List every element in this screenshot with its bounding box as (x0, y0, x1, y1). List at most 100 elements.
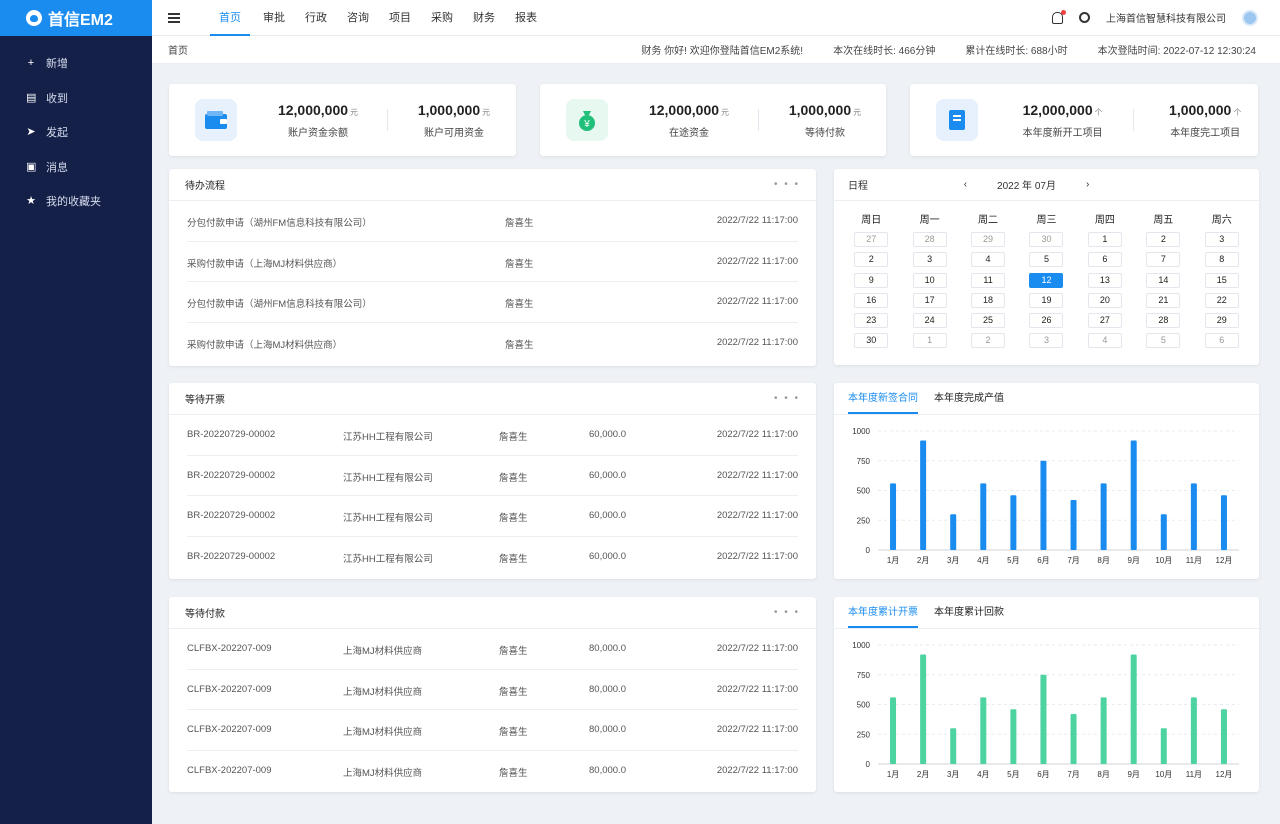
table-row[interactable]: BR-20220729-00002 江苏HH工程有限公司 詹喜生 60,000.0 20… (187, 415, 798, 456)
table-row[interactable]: 采购付款申请（上海MJ材料供应商） 詹喜生 2022/7/22 11:17:00 (187, 323, 798, 364)
calendar-day[interactable]: 2 (971, 333, 1006, 349)
calendar-day[interactable]: 29 (1204, 313, 1239, 329)
prev-month-icon[interactable]: ‹ (963, 179, 968, 190)
app-logo[interactable]: 首信EM2 (0, 0, 152, 36)
calendar-day[interactable]: 27 (854, 232, 889, 247)
calendar-day[interactable]: 30 (1029, 232, 1064, 247)
calendar-day[interactable]: 4 (1087, 333, 1122, 349)
nav-purchase[interactable]: 采购 (431, 11, 453, 24)
calendar-day[interactable]: 23 (854, 313, 889, 329)
nav-report[interactable]: 报表 (515, 11, 537, 24)
table-row[interactable]: 采购付款申请（上海MJ材料供应商） 詹喜生 2022/7/22 11:17:00 (187, 242, 798, 282)
todo-name: 分包付款申请（湖州FM信息科技有限公司） (187, 299, 372, 310)
more-icon[interactable]: • • • (773, 179, 800, 190)
calendar-day[interactable]: 30 (854, 333, 889, 349)
calendar-day[interactable]: 25 (971, 313, 1006, 329)
y-tick-label: 750 (857, 457, 871, 466)
bookmark-icon (936, 99, 978, 141)
calendar-day[interactable]: 20 (1087, 292, 1122, 308)
nav-finance[interactable]: 财务 (473, 11, 495, 24)
calendar-day[interactable]: 5 (1146, 333, 1181, 349)
stat-b: 1,000,000 元 等待付款 (779, 102, 871, 139)
table-row[interactable]: CLFBX-202207-009 上海MJ材料供应商 詹喜生 80,000.0 2022… (187, 710, 798, 751)
breadcrumb-home[interactable]: 首页 (168, 46, 188, 57)
calendar-day[interactable]: 5 (1029, 252, 1064, 268)
calendar-day[interactable]: 14 (1146, 272, 1181, 288)
card-title: 等待付款 (185, 609, 225, 620)
divider (387, 109, 388, 131)
next-month-icon[interactable]: › (1085, 179, 1090, 190)
calendar-day[interactable]: 6 (1204, 333, 1239, 349)
payment-code: CLFBX-202207-009 (187, 724, 272, 735)
sidebar-item-received[interactable]: ▤ 收到 (0, 81, 152, 116)
payment-code: CLFBX-202207-009 (187, 683, 272, 695)
stat-label: 等待付款 (805, 127, 845, 139)
calendar-day[interactable]: 29 (971, 232, 1006, 247)
table-row[interactable]: 分包付款申请（湖州FM信息科技有限公司） 詹喜生 2022/7/22 11:17:0… (187, 201, 798, 242)
user-avatar[interactable] (1242, 9, 1258, 26)
table-row[interactable]: BR-20220729-00002 江苏HH工程有限公司 詹喜生 60,000.0 20… (187, 456, 798, 496)
sidebar-item-new[interactable]: + 新增 (0, 46, 152, 81)
calendar-day[interactable]: 1 (912, 333, 947, 349)
session-duration: 本次在线时长: 466分钟 (833, 46, 936, 57)
table-row[interactable]: CLFBX-202207-009 上海MJ材料供应商 詹喜生 80,000.0 2022… (187, 629, 798, 670)
sidebar-item-initiated[interactable]: ➤ 发起 (0, 115, 152, 150)
tab-cumulative-receipts[interactable]: 本年度累计回款 (934, 607, 1004, 618)
bar (1220, 495, 1227, 550)
calendar-day[interactable]: 19 (1029, 292, 1064, 308)
calendar-day[interactable]: 28 (1146, 313, 1181, 329)
calendar-day[interactable]: 9 (854, 272, 889, 288)
star-icon: ★ (26, 195, 36, 208)
calendar-day[interactable]: 22 (1204, 292, 1239, 308)
calendar-day[interactable]: 3 (912, 252, 947, 268)
calendar-day[interactable]: 26 (1029, 313, 1064, 329)
notification-bell-icon[interactable] (1052, 9, 1066, 24)
table-row[interactable]: CLFBX-202207-009 上海MJ材料供应商 詹喜生 80,000.0 2022… (187, 751, 798, 792)
calendar-day[interactable]: 3 (1204, 232, 1239, 247)
tab-output-value[interactable]: 本年度完成产值 (934, 393, 1004, 404)
calendar-day[interactable]: 21 (1146, 292, 1181, 308)
stat-value: 1,000,000 个 (1152, 102, 1258, 118)
settings-gear-icon[interactable] (1079, 12, 1090, 23)
calendar-day[interactable]: 7 (1146, 252, 1181, 268)
calendar-day[interactable]: 16 (854, 292, 889, 308)
x-tick-label: 3月 (947, 770, 959, 779)
nav-approval[interactable]: 审批 (263, 11, 285, 24)
table-row[interactable]: 分包付款申请（湖州FM信息科技有限公司） 詹喜生 2022/7/22 11:17:0… (187, 282, 798, 323)
calendar-day[interactable]: 3 (1029, 333, 1064, 349)
calendar-day-today[interactable]: 12 (1029, 272, 1064, 288)
bar (920, 654, 927, 764)
nav-project[interactable]: 项目 (389, 11, 411, 24)
calendar-day[interactable]: 2 (854, 252, 889, 268)
stat-number: 1,000,000 (788, 101, 852, 118)
table-row[interactable]: BR-20220729-00002 江苏HH工程有限公司 詹喜生 60,000.0 20… (187, 537, 798, 578)
calendar-day[interactable]: 15 (1204, 272, 1239, 288)
calendar-day[interactable]: 11 (971, 272, 1006, 288)
calendar-day[interactable]: 8 (1204, 252, 1239, 268)
payment-code: CLFBX-202207-009 (187, 643, 272, 654)
stat-card-account: 12,000,000 元 账户资金余额 1,000,000 元 账户可用资金 (169, 84, 516, 156)
table-row[interactable]: CLFBX-202207-009 上海MJ材料供应商 詹喜生 80,000.0 2022… (187, 670, 798, 710)
calendar-day[interactable]: 13 (1087, 272, 1122, 288)
sidebar-item-messages[interactable]: ▣ 消息 (0, 150, 152, 185)
more-icon[interactable]: • • • (773, 393, 800, 404)
nav-admin[interactable]: 行政 (305, 11, 327, 24)
calendar-day[interactable]: 28 (912, 232, 947, 247)
calendar-day[interactable]: 18 (971, 292, 1006, 308)
sidebar-item-favorites[interactable]: ★ 我的收藏夹 (0, 184, 152, 219)
nav-consult[interactable]: 咨询 (347, 11, 369, 24)
menu-toggle-icon[interactable] (168, 12, 180, 23)
calendar-day[interactable]: 1 (1087, 232, 1122, 247)
more-icon[interactable]: • • • (773, 607, 800, 618)
calendar-day[interactable]: 24 (912, 313, 947, 329)
calendar-day[interactable]: 6 (1087, 252, 1122, 268)
table-row[interactable]: BR-20220729-00002 江苏HH工程有限公司 詹喜生 60,000.0 20… (187, 496, 798, 537)
calendar-day[interactable]: 27 (1087, 313, 1122, 329)
calendar-day[interactable]: 2 (1146, 232, 1181, 247)
calendar-day[interactable]: 4 (971, 252, 1006, 268)
calendar-day[interactable]: 17 (912, 292, 947, 308)
tab-new-contracts[interactable]: 本年度新签合同 (848, 383, 918, 414)
tab-cumulative-invoices[interactable]: 本年度累计开票 (848, 597, 918, 628)
nav-home[interactable]: 首页 (210, 0, 250, 36)
calendar-day[interactable]: 10 (912, 272, 947, 288)
